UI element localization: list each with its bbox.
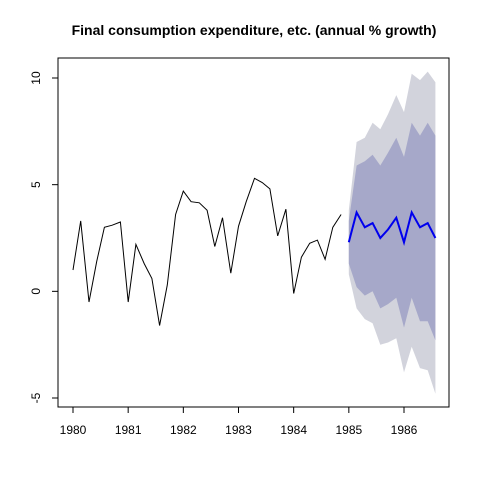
chart-title: Final consumption expenditure, etc. (ann… bbox=[72, 22, 437, 38]
x-axis: 1980 1981 1982 1983 1984 1985 1986 bbox=[60, 406, 418, 437]
band-80 bbox=[348, 122, 436, 341]
x-tick-label: 1981 bbox=[115, 423, 142, 437]
y-axis: -5 0 5 10 bbox=[29, 71, 59, 403]
x-tick-label: 1984 bbox=[280, 423, 307, 437]
x-tick-label: 1985 bbox=[335, 423, 362, 437]
x-tick-label: 1983 bbox=[225, 423, 252, 437]
x-tick-label: 1980 bbox=[60, 423, 87, 437]
y-tick-label: 10 bbox=[29, 71, 43, 85]
x-tick-label: 1986 bbox=[391, 423, 418, 437]
history-line bbox=[72, 177, 342, 326]
y-tick-label: 0 bbox=[29, 288, 43, 295]
forecast-mean-line bbox=[347, 209, 437, 246]
y-tick-label: 5 bbox=[29, 181, 43, 188]
y-tick-label: -5 bbox=[29, 392, 43, 403]
series-lines bbox=[72, 177, 437, 326]
x-tick-label: 1982 bbox=[170, 423, 197, 437]
prediction-bands bbox=[348, 71, 436, 394]
